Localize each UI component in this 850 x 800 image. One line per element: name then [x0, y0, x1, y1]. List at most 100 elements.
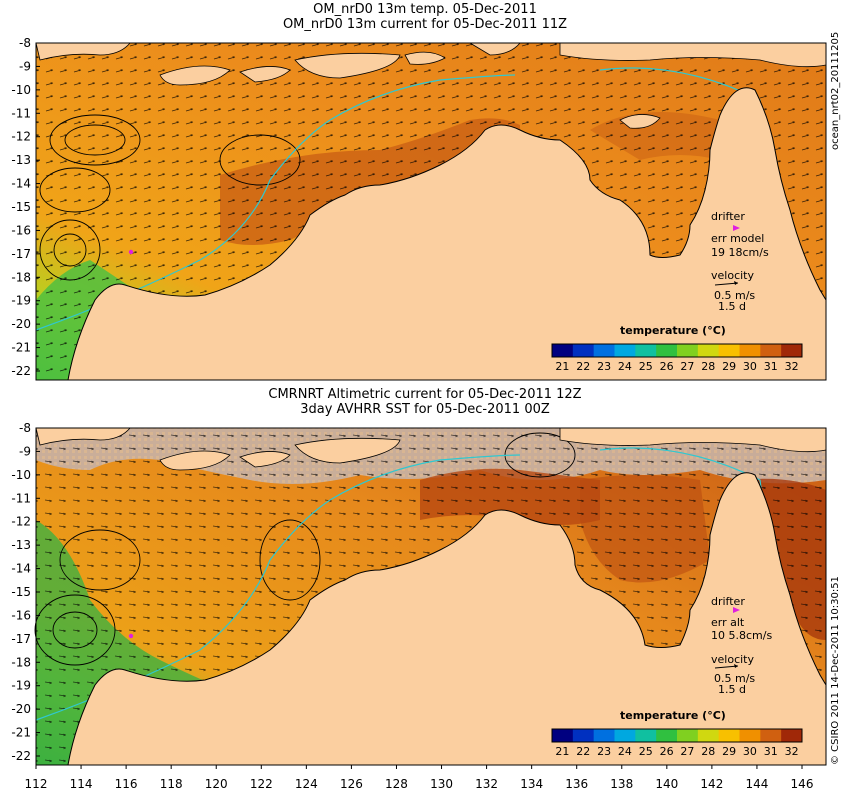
- bottom-ytick-label: -12: [11, 515, 31, 529]
- bottom-colorbar-segment: [781, 729, 803, 742]
- xtick-label: 120: [205, 777, 228, 791]
- top-ytick-label: -11: [11, 106, 31, 120]
- top-title-line-2: OM_nrD0 13m current for 05-Dec-2011 11Z: [282, 17, 568, 32]
- bottom-colorbar-segment: [760, 729, 782, 742]
- bottom-colorbar-tick: 26: [659, 745, 674, 758]
- bottom-side-label: © CSIRO 2011 14-Dec-2011 10:30:51: [830, 576, 841, 765]
- xtick-label: 126: [340, 777, 363, 791]
- top-colorbar-tick: 26: [659, 360, 674, 373]
- top-velocity-label: velocity: [711, 269, 754, 282]
- bottom-drifter-label: drifter: [711, 595, 745, 608]
- top-ytick-label: -21: [11, 341, 31, 355]
- bottom-colorbar-tick: 31: [763, 745, 778, 758]
- top-colorbar-segment: [697, 344, 720, 357]
- bottom-title-line-2: 3day AVHRR SST for 05-Dec-2011 00Z: [300, 402, 550, 417]
- top-ytick-label: -10: [11, 83, 31, 97]
- bottom-colorbar-tick: 28: [701, 745, 716, 758]
- top-colorbar-segment: [739, 344, 761, 357]
- bottom-colorbar-tick: 32: [784, 745, 799, 758]
- bottom-colorbar-segment: [739, 729, 761, 742]
- bottom-islands: [35, 427, 827, 471]
- top-colorbar-segment: [635, 344, 657, 357]
- top-colorbar-tick: 22: [576, 360, 591, 373]
- top-colorbar-tick: 24: [617, 360, 632, 373]
- top-ytick-label: -8: [19, 36, 31, 50]
- top-colorbar-segment: [677, 344, 699, 357]
- top-colorbar-tick: 28: [701, 360, 716, 373]
- xtick-label: 144: [745, 777, 768, 791]
- bottom-drifter-point: [128, 633, 134, 639]
- bottom-colorbar-tick: 25: [638, 745, 653, 758]
- bottom-colorbar-segment: [677, 729, 699, 742]
- bottom-colorbar-tick: 21: [555, 745, 570, 758]
- top-velocity-scale: 0.5 m/s: [714, 289, 756, 302]
- top-drifter-legend-icon: [733, 225, 740, 231]
- top-ytick-label: -20: [11, 317, 31, 331]
- top-colorbar-frame: [551, 343, 803, 358]
- top-ytick-label: -19: [11, 294, 31, 308]
- top-err-value: 19 18cm/s: [711, 246, 769, 259]
- top-ytick-label: -15: [11, 200, 31, 214]
- top-ytick-label: -12: [11, 130, 31, 144]
- top-colorbar-segment: [656, 344, 678, 357]
- bottom-colorbar-segment: [718, 729, 740, 742]
- bottom-colorbar-tick: 22: [576, 745, 591, 758]
- bottom-ytick-label: -8: [19, 421, 31, 435]
- top-colorbar-segment: [552, 344, 574, 357]
- bottom-ytick-label: -11: [11, 491, 31, 505]
- bottom-ytick-label: -15: [11, 585, 31, 599]
- xtick-label: 122: [250, 777, 273, 791]
- bottom-colorbar-segment: [635, 729, 657, 742]
- bottom-ytick-label: -16: [11, 608, 31, 622]
- top-map-panel: [35, 42, 827, 381]
- bottom-ytick-label: -21: [11, 726, 31, 740]
- top-australia-land: [67, 87, 827, 381]
- bottom-velocity-scale: 0.5 m/s: [714, 672, 756, 685]
- top-colorbar-title: temperature (°C): [620, 324, 726, 337]
- bottom-ytick-label: -22: [11, 749, 31, 763]
- top-colorbar-tick: 21: [555, 360, 570, 373]
- bottom-ytick-label: -20: [11, 702, 31, 716]
- xtick-label: 140: [655, 777, 678, 791]
- bottom-colorbar-segment: [552, 729, 574, 742]
- xtick-label: 134: [520, 777, 543, 791]
- bottom-colorbar-tick: 30: [742, 745, 757, 758]
- top-ytick-label: -17: [11, 247, 31, 261]
- bottom-colorbar-segment: [572, 729, 595, 742]
- bottom-title-line-1: CMRNRT Altimetric current for 05-Dec-201…: [268, 387, 582, 402]
- xtick-label: 124: [295, 777, 318, 791]
- bottom-colorbar-tick: 29: [722, 745, 737, 758]
- bottom-err-label: err alt: [711, 616, 745, 629]
- top-ytick-label: -14: [11, 177, 31, 191]
- top-colorbar-tick: 32: [784, 360, 799, 373]
- bottom-ytick-label: -10: [11, 468, 31, 482]
- top-colorbar-segment: [593, 344, 615, 357]
- bottom-map-panel: [34, 427, 827, 766]
- bottom-ytick-label: -14: [11, 562, 31, 576]
- top-colorbar-segment: [760, 344, 782, 357]
- top-velocity-time: 1.5 d: [718, 300, 746, 313]
- top-colorbar-tick: 27: [680, 360, 695, 373]
- top-ytick-label: -22: [11, 364, 31, 378]
- xtick-label: 130: [430, 777, 453, 791]
- xtick-label: 114: [70, 777, 93, 791]
- xtick-label: 142: [700, 777, 723, 791]
- bottom-drifter-legend-icon: [733, 607, 740, 613]
- bottom-ytick-label: -13: [11, 538, 31, 552]
- bottom-ytick-label: -17: [11, 632, 31, 646]
- bottom-velocity-time: 1.5 d: [718, 683, 746, 696]
- bottom-colorbar-title: temperature (°C): [620, 709, 726, 722]
- bottom-colorbar-tick: 23: [597, 745, 612, 758]
- bottom-colorbar-segment: [614, 729, 636, 742]
- top-colorbar-tick: 23: [597, 360, 612, 373]
- top-colorbar-tick: 25: [638, 360, 653, 373]
- bottom-colorbar-segment: [593, 729, 615, 742]
- bottom-colorbar-tick: 24: [617, 745, 632, 758]
- xtick-label: 138: [610, 777, 633, 791]
- xtick-label: 146: [791, 777, 814, 791]
- bottom-colorbar: [551, 728, 803, 743]
- bottom-ytick-label: -19: [11, 679, 31, 693]
- bottom-colorbar-segment: [656, 729, 678, 742]
- top-title-line-1: OM_nrD0 13m temp. 05-Dec-2011: [313, 2, 537, 17]
